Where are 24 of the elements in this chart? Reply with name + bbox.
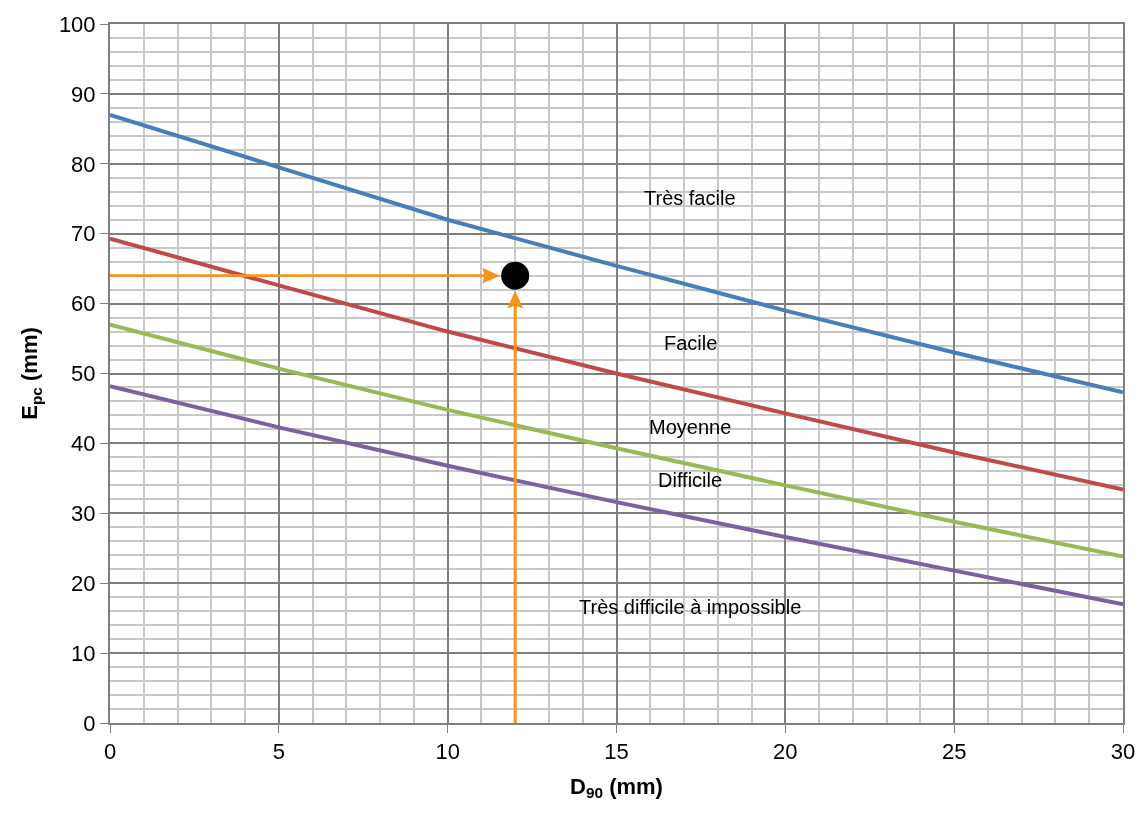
x-tick-label: 5: [272, 739, 285, 765]
y-tick-label: 30: [71, 501, 96, 526]
x-tick-label: 20: [773, 739, 798, 765]
y-tick-label: 0: [83, 710, 96, 736]
annotation: Moyenne: [649, 416, 732, 438]
x-axis-title: D$_{90}$ (mm): [570, 773, 663, 802]
y-tick-label: 10: [71, 640, 96, 666]
y-tick-label: 80: [71, 151, 96, 177]
annotation: Difficile: [658, 469, 723, 491]
x-tick-label: 10: [435, 739, 460, 765]
y-tick-label: 100: [58, 11, 96, 37]
annotation: Facile: [664, 332, 718, 354]
y-tick-label: 90: [71, 81, 96, 107]
x-tick-label: 15: [604, 739, 629, 765]
y-tick-label: 40: [71, 431, 96, 457]
x-tick-label: 0: [103, 739, 117, 765]
y-tick-label: 60: [71, 291, 96, 317]
annotation: Très difficile à impossible: [579, 596, 802, 618]
annotation: Très facile: [644, 187, 736, 209]
x-tick-label: 25: [941, 739, 967, 765]
y-tick-label: 20: [71, 570, 96, 596]
x-tick-label: 30: [1110, 739, 1136, 765]
y-tick-label: 70: [71, 221, 96, 247]
y-tick-label: 50: [71, 361, 96, 387]
